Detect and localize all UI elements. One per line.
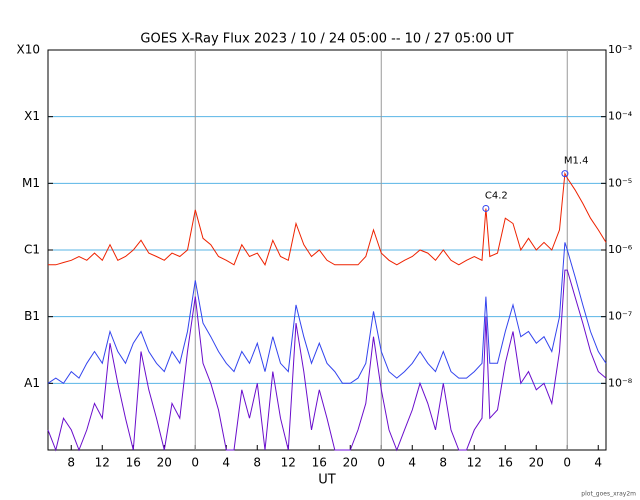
y2-tick-label: 10⁻⁴ bbox=[608, 110, 633, 123]
x-axis-label: UT bbox=[318, 473, 336, 488]
x-tick-label: 20 bbox=[343, 456, 358, 470]
x-tick-label: 16 bbox=[498, 456, 513, 470]
x-tick-label: 12 bbox=[281, 456, 296, 470]
series-line bbox=[48, 171, 607, 266]
y-tick-label: B1 bbox=[24, 309, 40, 323]
y-tick-label: C1 bbox=[24, 243, 40, 257]
x-tick-label: 20 bbox=[529, 456, 544, 470]
y-tick-label: X10 bbox=[17, 43, 41, 57]
y2-tick-label: 10⁻³ bbox=[608, 43, 632, 56]
y-tick-label: M1 bbox=[22, 176, 40, 190]
x-tick-label: 4 bbox=[222, 456, 230, 470]
x-tick-label: 8 bbox=[67, 456, 75, 470]
y2-tick-label: 10⁻⁸ bbox=[608, 376, 633, 389]
x-tick-label: 0 bbox=[563, 456, 571, 470]
y2-tick-label: 10⁻⁵ bbox=[608, 176, 632, 189]
x-tick-label: 4 bbox=[594, 456, 602, 470]
flare-marker bbox=[482, 204, 490, 212]
x-tick-label: 8 bbox=[439, 456, 447, 470]
x-tick-label: 0 bbox=[191, 456, 199, 470]
x-tick-label: 16 bbox=[126, 456, 141, 470]
series-line bbox=[47, 242, 607, 384]
footer: plot_goes_xray2m bbox=[581, 491, 636, 498]
x-tick-label: 20 bbox=[157, 456, 172, 470]
chart-title: GOES X-Ray Flux 2023 / 10 / 24 05:00 -- … bbox=[140, 32, 513, 47]
y2-tick-label: 10⁻⁶ bbox=[608, 243, 633, 256]
flare-label: C4.2 bbox=[485, 190, 508, 201]
x-tick-label: 0 bbox=[377, 456, 385, 470]
x-tick-label: 4 bbox=[408, 456, 416, 470]
flare-marker bbox=[561, 170, 569, 178]
flare-label: M1.4 bbox=[564, 156, 589, 167]
series-line bbox=[47, 269, 607, 452]
x-tick-label: 12 bbox=[95, 456, 110, 470]
y2-tick-label: 10⁻⁷ bbox=[608, 310, 632, 323]
y-tick-label: X1 bbox=[24, 109, 40, 123]
x-tick-label: 12 bbox=[467, 456, 482, 470]
x-tick-label: 16 bbox=[312, 456, 327, 470]
y-tick-label: A1 bbox=[24, 376, 40, 390]
x-tick-label: 8 bbox=[253, 456, 261, 470]
